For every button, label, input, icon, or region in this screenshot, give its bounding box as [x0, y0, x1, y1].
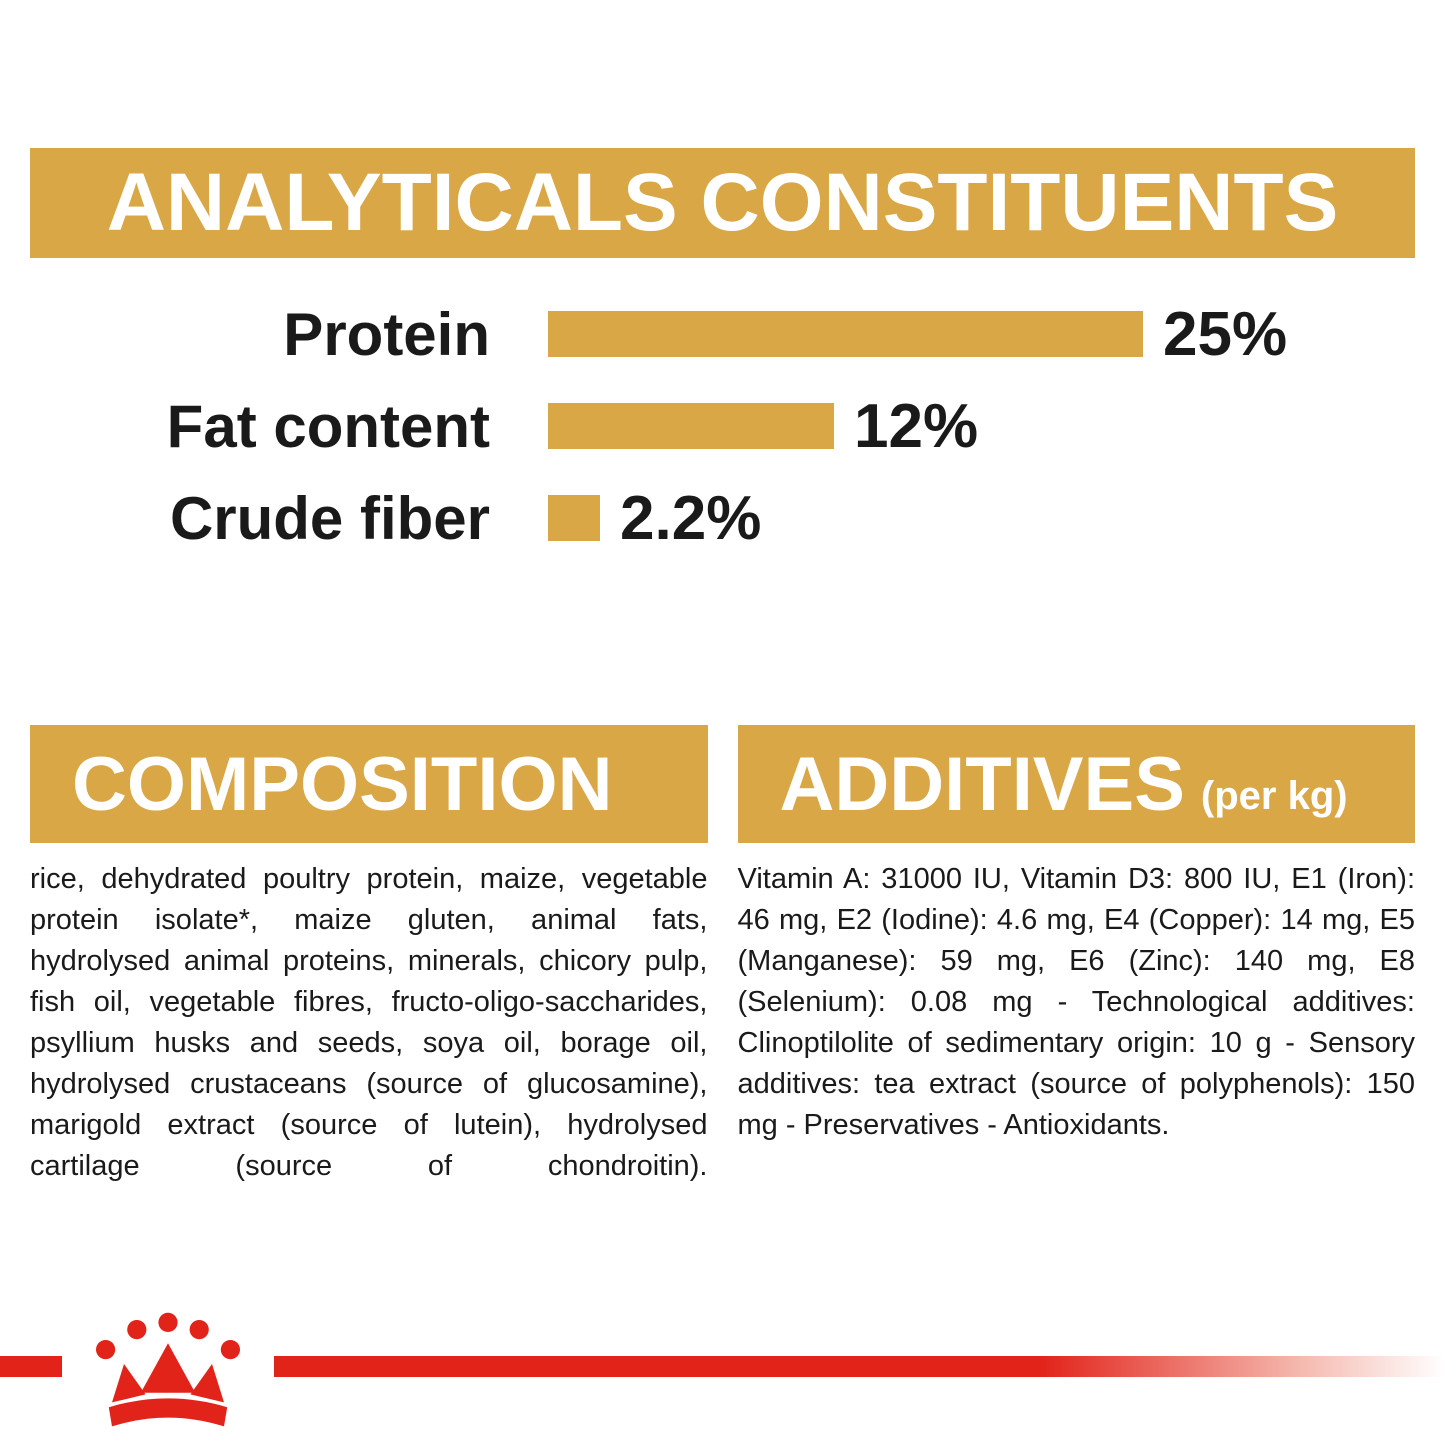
additives-title: ADDITIVES: [779, 741, 1185, 827]
additives-section: ADDITIVES (per kg) Vitamin A: 31000 IU, …: [737, 725, 1416, 1187]
additives-body: Vitamin A: 31000 IU, Vitamin D3: 800 IU,…: [737, 863, 1416, 1141]
analyticals-banner: ANALYTICALS CONSTITUENTS: [30, 148, 1415, 258]
brand-stripe: [0, 1356, 1445, 1377]
composition-body: rice, dehydrated poultry protein, maize,…: [30, 863, 708, 1182]
chart-bar: [548, 311, 1143, 357]
chart-row-fat-content: Fat content 12%: [0, 392, 1445, 461]
chart-value: 25%: [1163, 299, 1288, 369]
royal-canin-crown-icon: [96, 1312, 240, 1426]
chart-row-crude-fiber: Crude fiber 2.2%: [0, 484, 1445, 553]
analyticals-title: ANALYTICALS CONSTITUENTS: [106, 157, 1339, 248]
composition-banner: COMPOSITION: [30, 725, 708, 843]
additives-banner: ADDITIVES (per kg): [737, 725, 1415, 843]
brand-logo: [62, 1298, 274, 1445]
chart-bar: [548, 403, 834, 449]
chart-label: Fat content: [166, 392, 490, 460]
chart-value: 12%: [854, 391, 979, 461]
analyticals-chart: Protein 25% Fat content 12% Crude fiber …: [0, 300, 1445, 553]
chart-label: Protein: [283, 300, 490, 368]
composition-section: COMPOSITION rice, dehydrated poultry pro…: [30, 725, 708, 1187]
composition-title: COMPOSITION: [72, 741, 613, 827]
chart-row-protein: Protein 25%: [0, 300, 1445, 369]
additives-unit: (per kg): [1200, 773, 1348, 818]
chart-value: 2.2%: [620, 483, 762, 553]
chart-bar: [548, 495, 600, 541]
info-sections: COMPOSITION rice, dehydrated poultry pro…: [30, 725, 1415, 1187]
chart-label: Crude fiber: [169, 484, 490, 552]
